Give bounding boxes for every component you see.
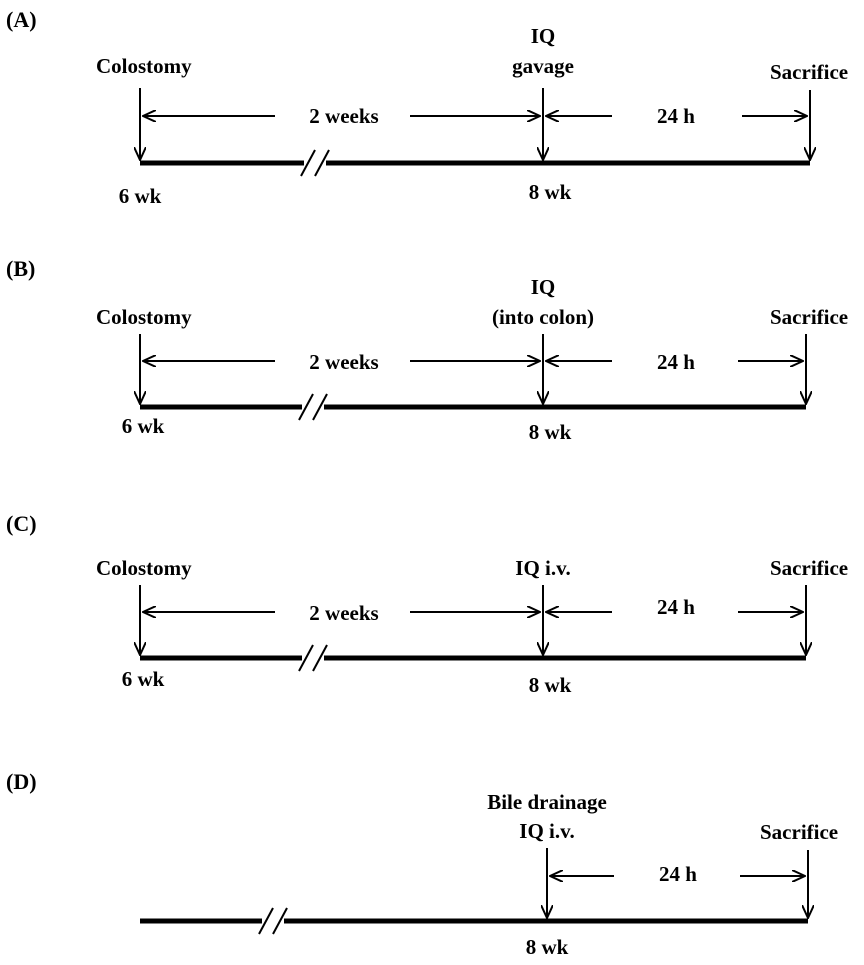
start-age-label: 6 wk xyxy=(119,184,162,208)
axis-break-mark xyxy=(298,644,314,672)
end-event-label: Sacrifice xyxy=(770,556,848,580)
panel-label: (D) xyxy=(6,769,37,794)
panel-label: (C) xyxy=(6,511,37,536)
mid-event-label-line1: IQ i.v. xyxy=(515,556,570,580)
panel-a: (A) Colostomy IQ gavage Sacrifice 2 week… xyxy=(6,7,848,208)
axis-break-mark xyxy=(300,149,316,177)
interval-2-label: 24 h xyxy=(659,862,697,886)
end-event-label: Sacrifice xyxy=(770,60,848,84)
mid-age-label: 8 wk xyxy=(529,420,572,444)
interval-1-label: 2 weeks xyxy=(309,601,378,625)
axis-break-mark xyxy=(298,393,314,421)
axis-break-mark xyxy=(258,907,274,935)
mid-event-label-line1: IQ xyxy=(531,24,556,48)
mid-event-label-line2: IQ i.v. xyxy=(519,819,574,843)
mid-event-label-line2: (into colon) xyxy=(492,305,594,329)
mid-age-label: 8 wk xyxy=(526,935,569,959)
axis-break-mark xyxy=(272,907,288,935)
mid-age-label: 8 wk xyxy=(529,673,572,697)
panel-label: (A) xyxy=(6,7,37,32)
panel-label: (B) xyxy=(6,256,35,281)
axis-break-mark xyxy=(312,393,328,421)
interval-1-label: 2 weeks xyxy=(309,104,378,128)
interval-2-label: 24 h xyxy=(657,350,695,374)
panel-d: (D) Bile drainage IQ i.v. Sacrifice 24 h… xyxy=(6,769,838,959)
axis-break-mark xyxy=(314,149,330,177)
interval-2-label: 24 h xyxy=(657,595,695,619)
panel-c: (C) Colostomy IQ i.v. Sacrifice 2 weeks … xyxy=(6,511,848,697)
panel-b: (B) Colostomy IQ (into colon) Sacrifice … xyxy=(6,256,848,444)
start-age-label: 6 wk xyxy=(122,667,165,691)
end-event-label: Sacrifice xyxy=(760,820,838,844)
end-event-label: Sacrifice xyxy=(770,305,848,329)
start-event-label: Colostomy xyxy=(96,305,192,329)
mid-event-label-line1: IQ xyxy=(531,275,556,299)
mid-age-label: 8 wk xyxy=(529,180,572,204)
interval-1-label: 2 weeks xyxy=(309,350,378,374)
mid-event-label-line1: Bile drainage xyxy=(487,790,607,814)
mid-event-label-line2: gavage xyxy=(512,54,574,78)
start-age-label: 6 wk xyxy=(122,414,165,438)
start-event-label: Colostomy xyxy=(96,54,192,78)
start-event-label: Colostomy xyxy=(96,556,192,580)
axis-break-mark xyxy=(312,644,328,672)
interval-2-label: 24 h xyxy=(657,104,695,128)
